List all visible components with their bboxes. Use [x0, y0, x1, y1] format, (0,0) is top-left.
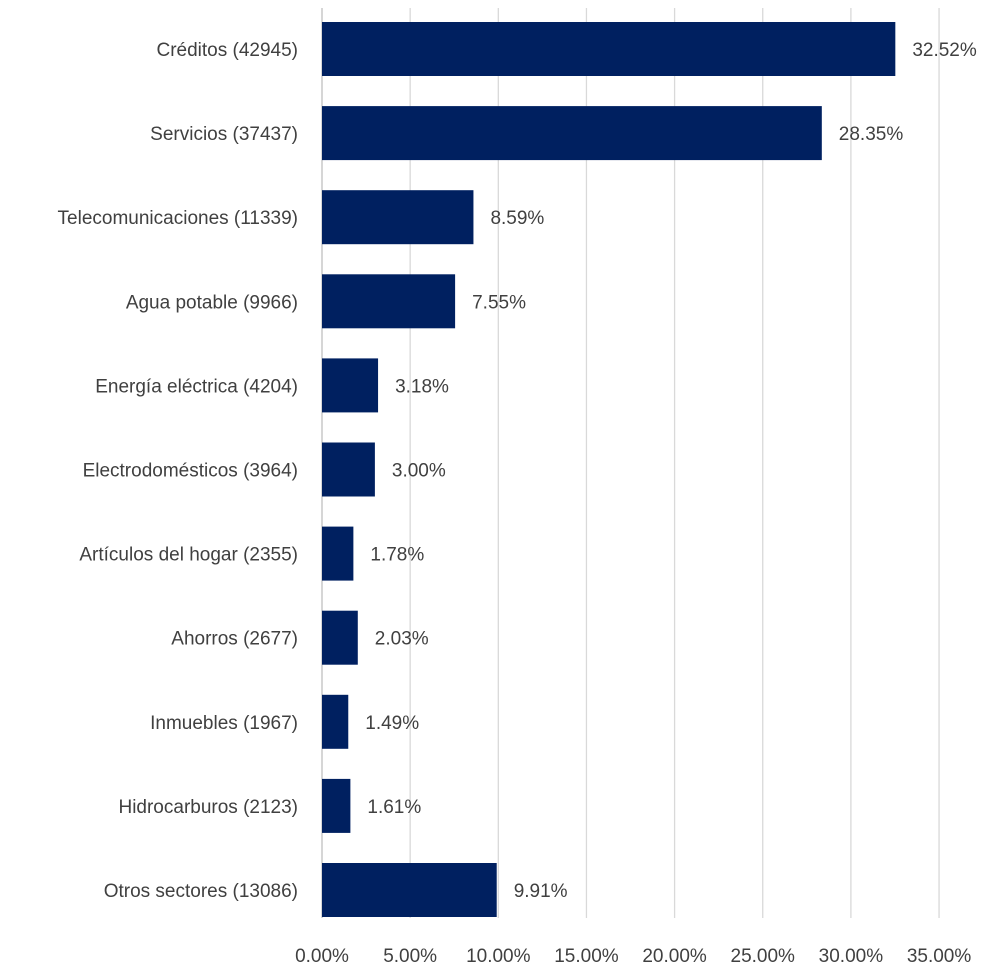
bar	[322, 274, 456, 329]
data-label: 32.52%	[912, 40, 977, 61]
category-label: Energía eléctrica (4204)	[95, 376, 298, 397]
data-label: 28.35%	[839, 124, 904, 145]
bar	[322, 442, 375, 497]
category-labels: Créditos (42945) Servicios (37437) Telecom…	[58, 40, 298, 902]
data-label: 3.18%	[395, 376, 449, 397]
bar	[322, 106, 822, 161]
bar	[322, 694, 349, 749]
category-label: Telecomunicaciones (11339)	[58, 208, 298, 229]
value-labels: 32.52% 28.35% 8.59% 7.55% 3.18% 3.00% 1.78% 2.0…	[365, 40, 977, 902]
x-tick-label: 10.00%	[466, 946, 531, 967]
category-label: Agua potable (9966)	[126, 292, 298, 313]
data-label: 2.03%	[375, 629, 429, 650]
data-label: 1.61%	[367, 797, 421, 818]
bar	[322, 22, 896, 76]
bar	[322, 778, 351, 833]
x-tick-label: 0.00%	[295, 946, 349, 967]
category-label: Ahorros (2677)	[171, 629, 298, 650]
x-tick-label: 5.00%	[383, 946, 437, 967]
bar	[322, 526, 354, 581]
bar	[322, 610, 358, 665]
category-label: Otros sectores (13086)	[104, 881, 298, 902]
x-tick-label: 30.00%	[819, 946, 884, 967]
data-label: 3.00%	[392, 461, 446, 482]
category-label: Servicios (37437)	[150, 124, 298, 145]
bar	[322, 863, 497, 917]
category-label: Artículos del hogar (2355)	[79, 545, 298, 566]
x-tick-label: 15.00%	[554, 946, 619, 967]
data-label: 7.55%	[472, 292, 526, 313]
category-label: Hidrocarburos (2123)	[118, 797, 298, 818]
data-label: 8.59%	[490, 208, 544, 229]
bar	[322, 358, 379, 413]
bars	[322, 22, 896, 917]
category-label: Electrodomésticos (3964)	[83, 461, 298, 482]
data-label: 1.49%	[365, 713, 419, 734]
x-tick-label: 20.00%	[642, 946, 707, 967]
category-label: Créditos (42945)	[156, 40, 298, 61]
data-label: 9.91%	[514, 881, 568, 902]
x-axis: 0.00% 5.00% 10.00% 15.00% 20.00% 25.00% 30.00%…	[295, 946, 971, 967]
x-tick-label: 25.00%	[731, 946, 796, 967]
x-tick-label: 35.00%	[907, 946, 972, 967]
category-label: Inmuebles (1967)	[150, 713, 298, 734]
data-label: 1.78%	[370, 545, 424, 566]
bar	[322, 190, 474, 245]
